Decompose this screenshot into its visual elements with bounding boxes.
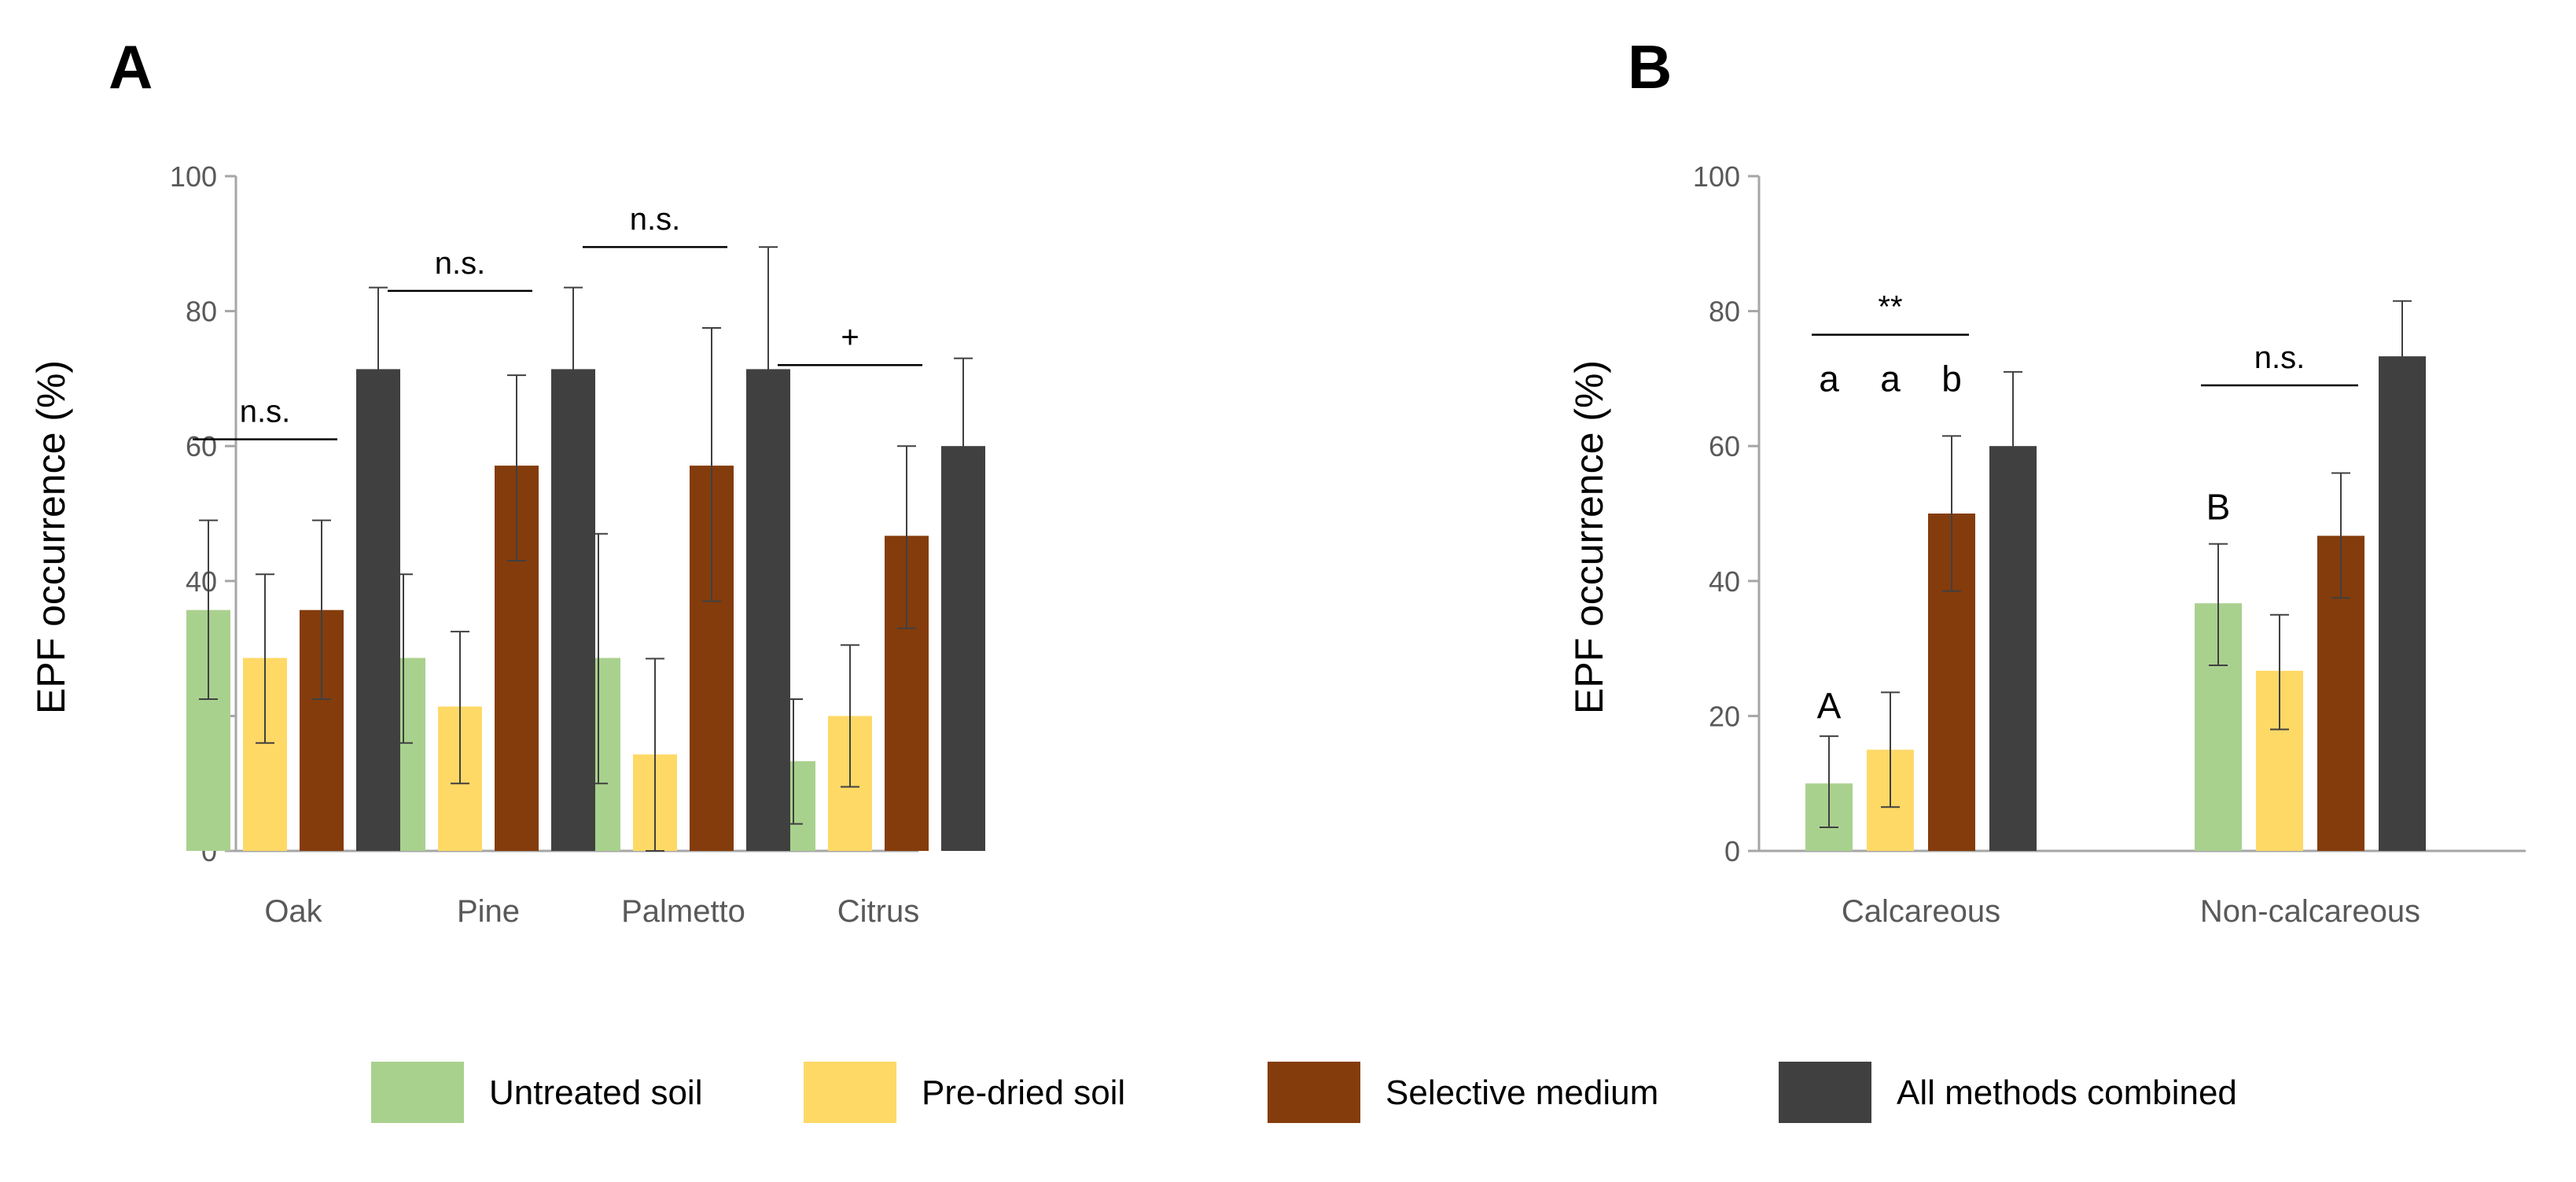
bar-letter: a [1880,358,1901,399]
bar-combined [2379,356,2426,851]
panel-b-letter: B [1628,32,1672,101]
y-axis-label: EPF occurrence (%) [29,360,73,714]
legend-label: Untreated soil [489,1073,702,1112]
panel-a-letter: A [109,32,153,101]
legend-swatch-untreated [371,1062,464,1123]
x-category-label: Oak [264,894,322,929]
significance-label: n.s. [240,395,290,429]
group-letter: A [1817,686,1842,727]
bar-letter: b [1941,358,1962,399]
y-tick-label: 100 [1693,160,1740,193]
x-category-label: Pine [457,894,520,929]
x-category-label: Palmetto [621,894,745,929]
legend: Untreated soil Pre-dried soil Selective me… [371,1062,2237,1123]
legend-swatch-selective [1268,1062,1360,1123]
legend-swatch-predried [804,1062,896,1123]
x-category-label: Non-calcareous [2200,894,2420,929]
y-tick-label: 40 [1709,565,1740,598]
legend-label: Selective medium [1386,1073,1658,1112]
y-tick-label: 0 [1724,835,1740,867]
significance-label: ** [1878,290,1902,325]
y-tick-label: 60 [1709,430,1740,462]
legend-label: All methods combined [1897,1073,2237,1112]
legend-label: Pre-dried soil [922,1073,1125,1112]
x-category-label: Citrus [837,894,919,929]
y-tick-label: 80 [186,296,217,328]
y-axis-label: EPF occurrence (%) [1567,360,1611,714]
panel-b: B 0 20 40 60 80 100 EPF occurrence (%) Calcareo… [1567,32,2526,929]
bar-letter: a [1819,358,1839,399]
y-tick-label: 80 [1709,296,1740,328]
significance-label: n.s. [435,246,485,281]
x-category-label: Calcareous [1842,894,2000,929]
y-tick-label: 20 [1709,700,1740,732]
significance-label: n.s. [2254,341,2305,375]
significance-label: n.s. [630,202,680,237]
y-tick-label: 60 [186,430,217,462]
y-tick-label: 40 [186,565,217,598]
group-letter: B [2206,486,2231,527]
significance-label: + [841,320,859,355]
y-tick-label: 100 [170,160,217,193]
legend-swatch-combined [1779,1062,1871,1123]
